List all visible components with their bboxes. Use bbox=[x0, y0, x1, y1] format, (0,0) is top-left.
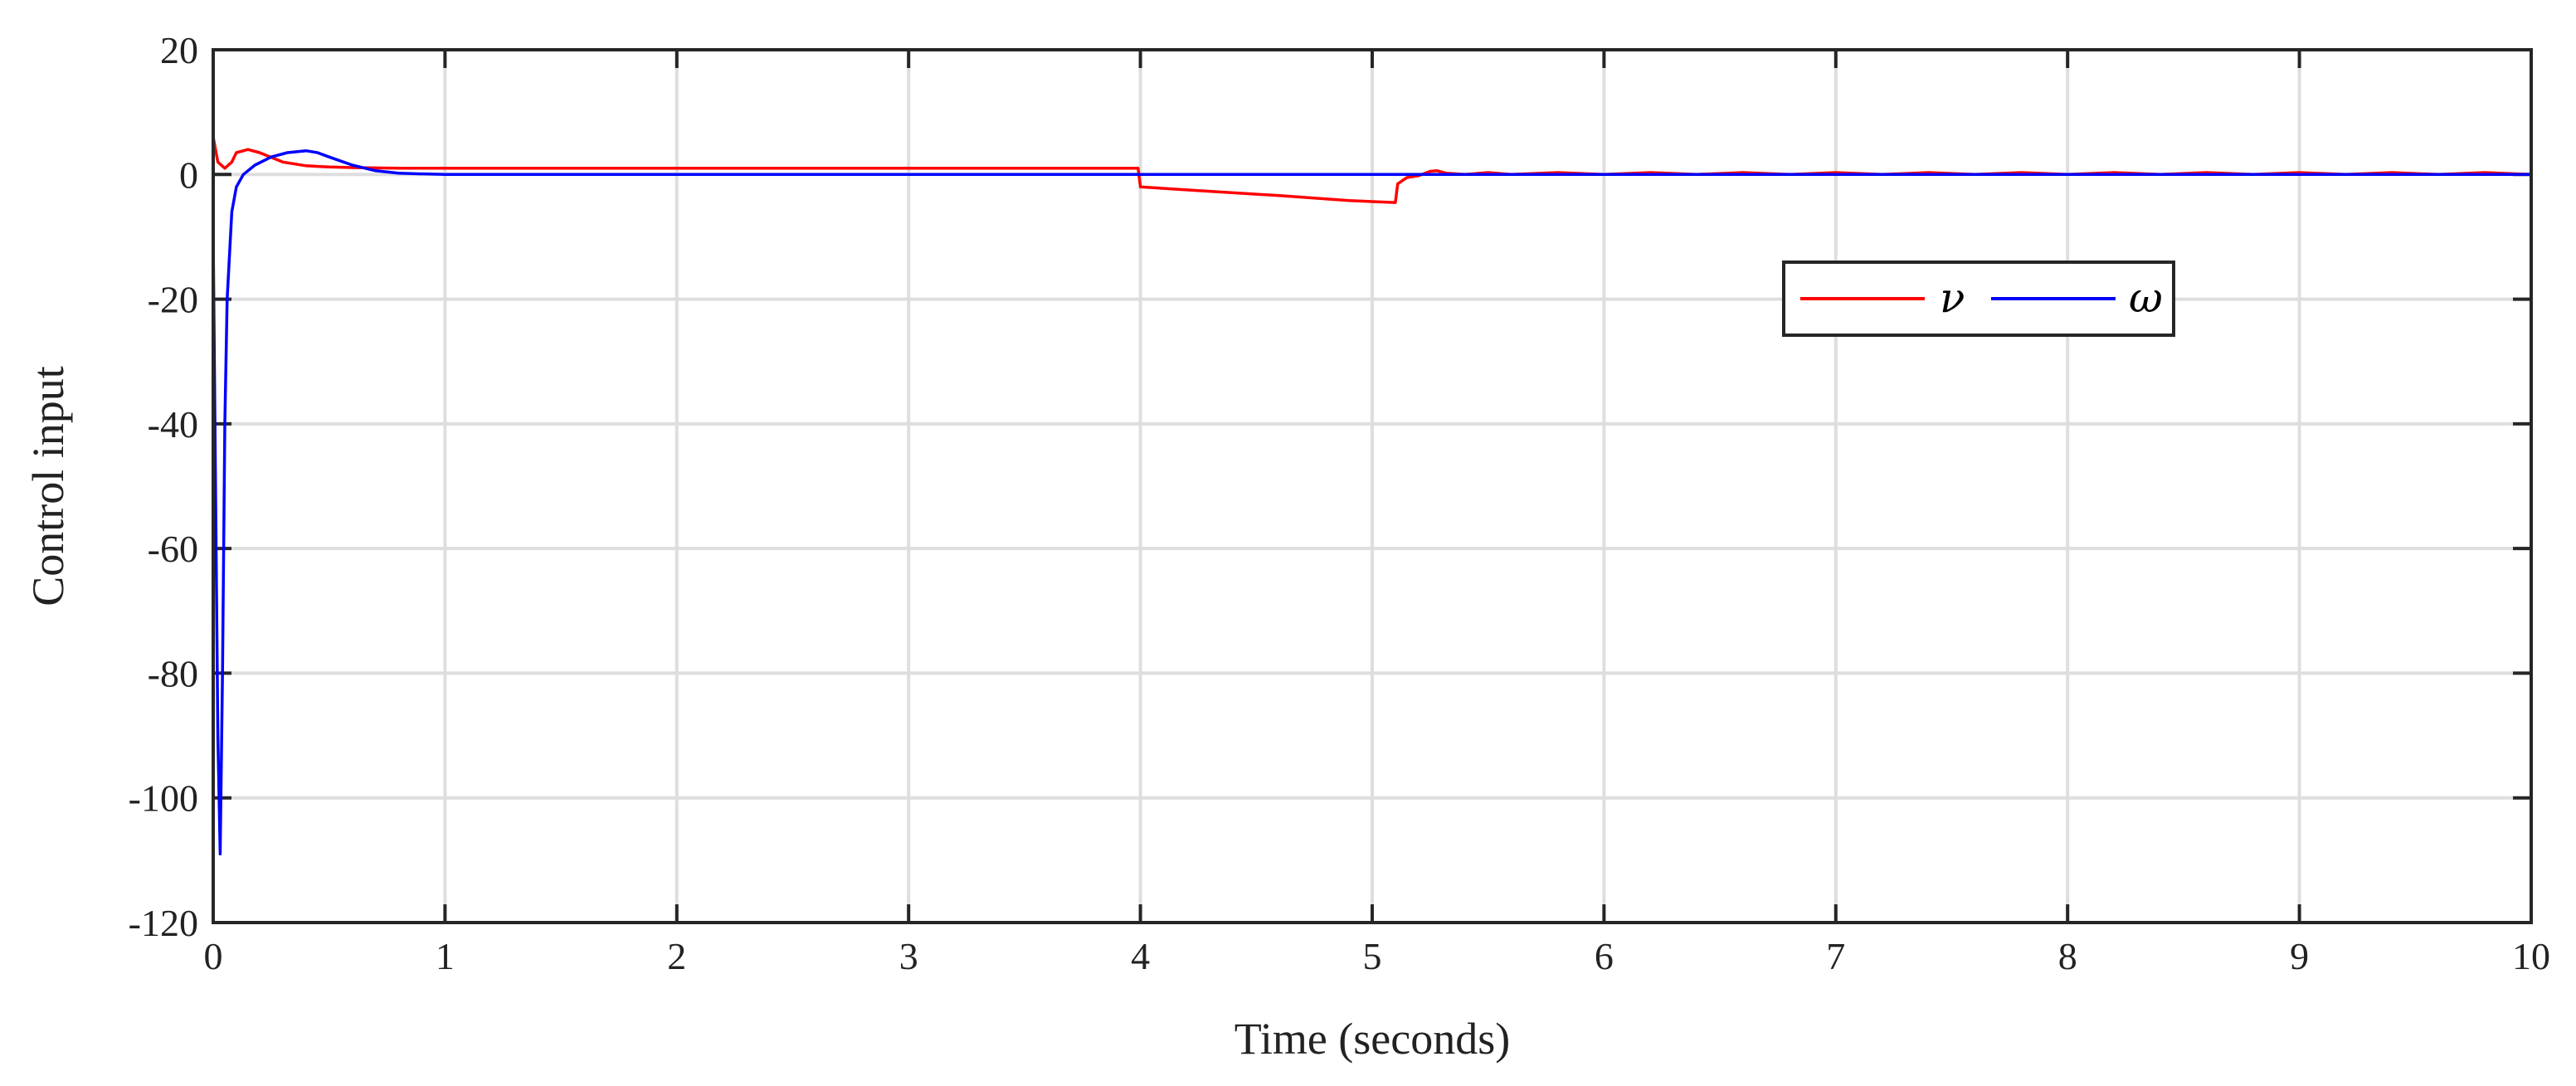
y-tick-label: 0 bbox=[179, 153, 198, 196]
x-tick-labels: 0 1 2 3 4 5 6 7 8 9 10 bbox=[204, 935, 2551, 977]
y-tick-label: -120 bbox=[129, 902, 198, 944]
x-tick-label: 7 bbox=[1826, 935, 1845, 977]
grid bbox=[213, 50, 2531, 923]
legend: ν ω bbox=[1782, 261, 2175, 337]
x-tick-label: 6 bbox=[1595, 935, 1614, 977]
y-tick-label: -20 bbox=[148, 279, 198, 321]
x-axis-label: Time (seconds) bbox=[1234, 1014, 1511, 1064]
y-tick-label: -60 bbox=[148, 528, 198, 570]
x-tick-label: 9 bbox=[2290, 935, 2309, 977]
legend-label-nu: ν bbox=[1940, 274, 1965, 322]
legend-label-omega: ω bbox=[2129, 274, 2163, 322]
x-tick-label: 3 bbox=[899, 935, 918, 977]
x-tick-label: 2 bbox=[667, 935, 686, 977]
series bbox=[212, 136, 2532, 856]
y-tick-label: -80 bbox=[148, 652, 198, 694]
plot-frame bbox=[212, 48, 2533, 924]
y-tick-label: -100 bbox=[129, 777, 198, 820]
y-tick-label: -40 bbox=[148, 403, 198, 446]
series-line-omega bbox=[212, 149, 2531, 856]
x-tick-label: 5 bbox=[1363, 935, 1382, 977]
x-tick-label: 0 bbox=[204, 935, 223, 977]
y-tick-labels: 20 0 -20 -40 -60 -80 -100 -120 bbox=[129, 29, 198, 944]
x-tick-label: 1 bbox=[436, 935, 455, 977]
x-tick-label: 4 bbox=[1131, 935, 1150, 977]
x-tick-label: 8 bbox=[2058, 935, 2077, 977]
x-tick-label: 10 bbox=[2512, 935, 2550, 977]
y-axis-label: Control input bbox=[23, 366, 73, 606]
y-tick-label: 20 bbox=[160, 29, 198, 71]
